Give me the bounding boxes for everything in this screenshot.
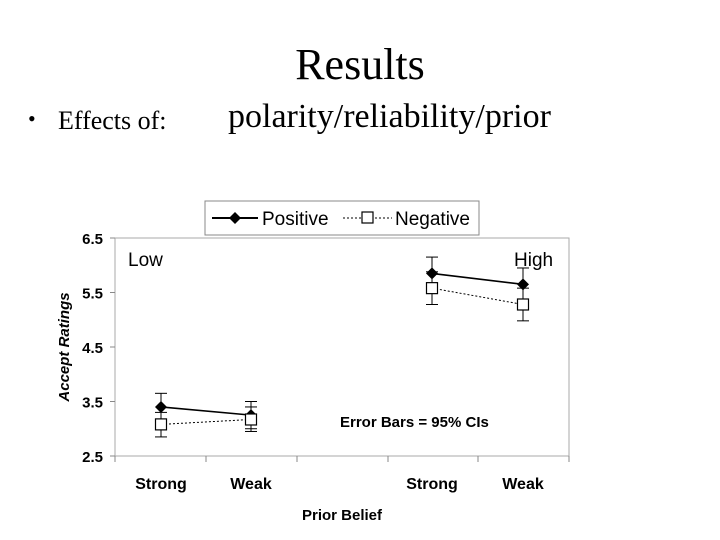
- series-layer: [154, 256, 530, 438]
- series-line: [431, 272, 524, 286]
- data-point-positive: [517, 278, 529, 291]
- x-tick-label: Strong: [135, 476, 187, 493]
- series-line: [431, 287, 524, 305]
- y-tick-label: 6.5: [82, 231, 103, 248]
- legend-positive-label: Positive: [262, 209, 329, 230]
- error-bars-annotation: Error Bars = 95% CIs: [340, 414, 489, 431]
- series-negative: [154, 271, 530, 438]
- y-tick-label: 4.5: [82, 340, 103, 357]
- legend: Positive Negative: [204, 200, 480, 236]
- slide-title: Results: [295, 40, 425, 89]
- legend-negative-label: Negative: [395, 209, 470, 230]
- bullet-main-text: polarity/reliability/prior: [228, 98, 551, 135]
- series-line: [160, 418, 252, 425]
- data-point-negative: [425, 282, 439, 295]
- x-tick-label: Strong: [406, 476, 458, 493]
- legend-negative-marker: [361, 211, 374, 224]
- data-point-negative: [244, 413, 258, 426]
- data-point-positive: [155, 400, 167, 413]
- y-tick-label: 2.5: [82, 449, 103, 466]
- y-tick-label: 3.5: [82, 395, 103, 412]
- bullet-symbol: •: [28, 106, 36, 131]
- y-axis-label: Accept Ratings: [56, 292, 73, 402]
- x-axis-label: Prior Belief: [302, 507, 383, 524]
- y-axis: Accept Ratings 2.5 3.5 4.5 5.5 6.5: [56, 231, 115, 466]
- legend-positive-marker: [229, 212, 241, 224]
- x-tick-label: Weak: [230, 476, 272, 493]
- series-line: [160, 406, 252, 416]
- group-label-low: Low: [128, 250, 163, 271]
- x-axis: Prior Belief Strong Weak Strong Weak: [114, 456, 570, 524]
- group-label-high: High: [514, 250, 553, 271]
- data-point-negative: [516, 298, 530, 311]
- data-point-negative: [154, 418, 168, 431]
- bullet-prefix-text: Effects of:: [58, 106, 167, 135]
- plot-area: [114, 237, 570, 457]
- y-tick-label: 5.5: [82, 286, 103, 303]
- x-tick-label: Weak: [502, 476, 544, 493]
